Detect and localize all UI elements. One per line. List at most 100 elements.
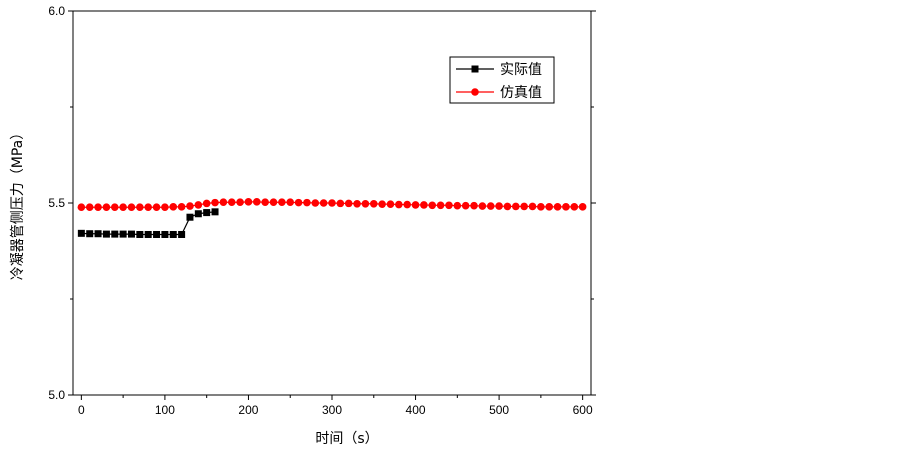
- data-point: [378, 200, 386, 208]
- data-point: [203, 209, 211, 217]
- data-point: [269, 198, 278, 207]
- y-axis-label: 冷凝器管侧压力（MPa）: [10, 126, 26, 280]
- legend-marker: [471, 65, 479, 73]
- data-point: [411, 201, 420, 209]
- data-point: [286, 198, 295, 207]
- data-point: [94, 203, 102, 212]
- x-tick-label: 300: [322, 403, 342, 417]
- data-point: [553, 203, 562, 211]
- x-axis: 0 100 200 300 400 500 600: [78, 395, 593, 417]
- data-point: [278, 198, 286, 207]
- data-point: [562, 203, 570, 211]
- data-point: [503, 202, 512, 211]
- legend-label: 实际值: [500, 62, 542, 78]
- data-point: [420, 201, 428, 209]
- data-point: [202, 199, 211, 208]
- data-point: [111, 230, 119, 238]
- data-point: [194, 201, 203, 209]
- data-point: [470, 201, 478, 210]
- data-point: [186, 213, 194, 221]
- data-point: [261, 198, 269, 207]
- data-point: [119, 230, 127, 238]
- data-point: [127, 230, 135, 238]
- data-point: [127, 203, 136, 212]
- data-point: [336, 199, 345, 208]
- data-point: [136, 230, 144, 238]
- data-point: [178, 230, 186, 238]
- data-point: [152, 203, 161, 212]
- data-point: [144, 230, 152, 238]
- x-axis-label: 时间（s）: [315, 431, 378, 447]
- y-tick-label: 6.0: [48, 4, 65, 18]
- data-point: [77, 203, 86, 212]
- data-point: [570, 203, 579, 211]
- data-point: [361, 199, 370, 208]
- data-point: [194, 210, 202, 218]
- data-point: [512, 202, 520, 211]
- data-point: [520, 202, 528, 211]
- data-point: [186, 202, 194, 210]
- data-point: [386, 200, 395, 208]
- data-point: [545, 203, 554, 211]
- y-axis: 5.0 5.5 6.0: [48, 4, 596, 402]
- data-point: [136, 203, 144, 212]
- x-tick-label: 200: [238, 403, 258, 417]
- x-tick-label: 100: [155, 403, 175, 417]
- data-point: [169, 230, 177, 238]
- series-actual: [77, 208, 219, 238]
- data-point: [495, 202, 503, 210]
- data-point: [311, 199, 320, 207]
- data-point: [486, 202, 495, 210]
- legend-box: [449, 56, 555, 104]
- data-point: [353, 199, 361, 208]
- data-point: [578, 203, 587, 211]
- y-tick-label: 5.0: [48, 388, 65, 402]
- x-tick-label: 400: [406, 403, 426, 417]
- data-point: [294, 198, 303, 207]
- data-point: [77, 229, 85, 237]
- data-point: [461, 201, 470, 210]
- data-point: [161, 203, 169, 212]
- data-point: [119, 203, 127, 212]
- data-point: [219, 198, 228, 207]
- data-point: [110, 203, 119, 212]
- data-point: [328, 199, 336, 207]
- data-point: [244, 198, 253, 206]
- data-point: [478, 202, 487, 210]
- data-point: [253, 198, 261, 206]
- data-point: [303, 198, 311, 207]
- data-point: [453, 201, 462, 210]
- data-point: [344, 199, 353, 208]
- data-point: [102, 230, 110, 238]
- data-point: [369, 199, 378, 208]
- data-point: [436, 201, 445, 210]
- data-point: [102, 203, 111, 212]
- series-simulated: [77, 198, 587, 212]
- data-point: [445, 201, 453, 210]
- data-point: [528, 202, 537, 211]
- data-point: [85, 203, 94, 212]
- data-point: [319, 199, 328, 207]
- series-layer: [77, 198, 587, 238]
- data-point: [395, 200, 403, 209]
- data-point: [211, 198, 219, 207]
- data-point: [403, 200, 411, 209]
- data-point: [86, 230, 94, 238]
- y-tick-label: 5.5: [48, 196, 65, 210]
- x-tick-label: 600: [573, 403, 593, 417]
- x-tick-label: 0: [78, 403, 85, 417]
- data-point: [236, 198, 244, 207]
- data-point: [211, 208, 219, 216]
- data-point: [537, 203, 545, 211]
- legend-marker: [471, 88, 479, 96]
- data-point: [428, 201, 437, 210]
- data-point: [169, 203, 178, 211]
- data-point: [94, 230, 102, 238]
- data-point: [153, 230, 161, 238]
- x-tick-label: 500: [489, 403, 509, 417]
- legend-label: 仿真值: [500, 85, 542, 101]
- data-point: [144, 203, 152, 212]
- data-point: [177, 203, 186, 211]
